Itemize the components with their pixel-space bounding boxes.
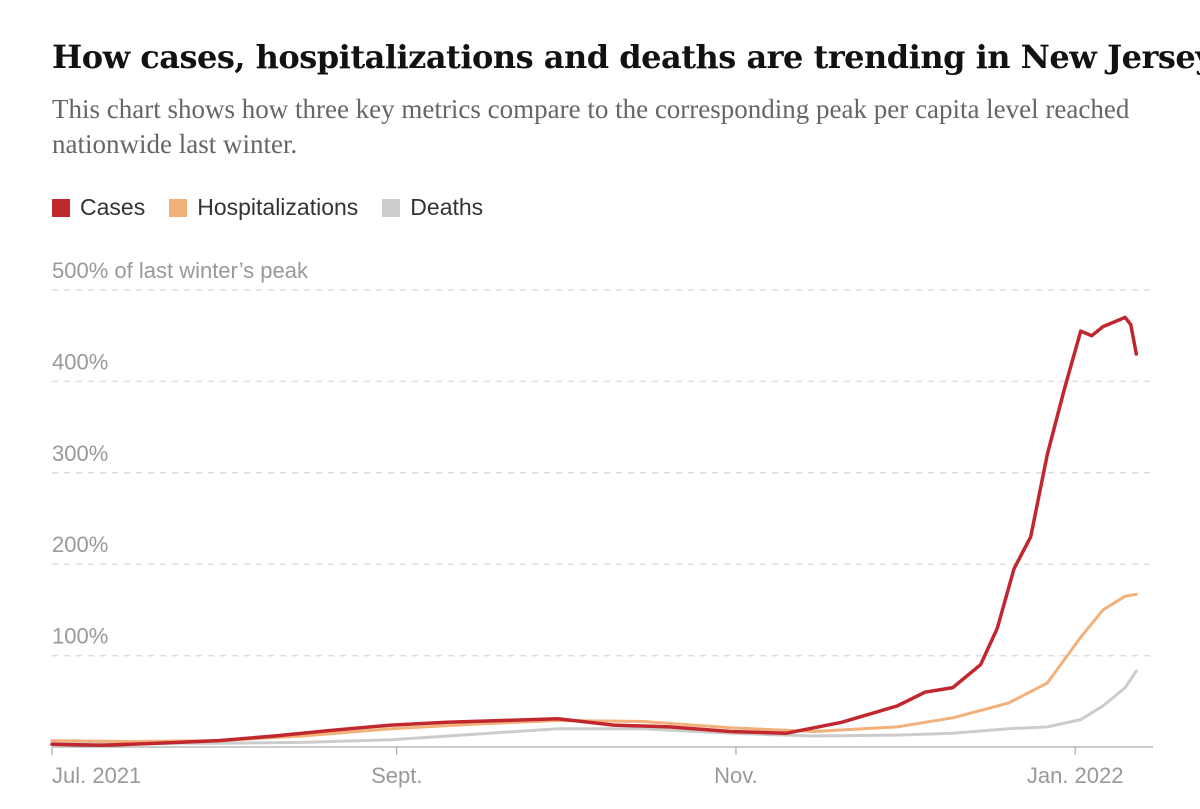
y-tick-label-200: 200% (52, 532, 108, 557)
legend: Cases Hospitalizations Deaths (52, 194, 507, 221)
y-tick-label-300: 300% (52, 441, 108, 466)
legend-label-cases: Cases (80, 194, 146, 220)
series-line-hospitalizations (50, 592, 1138, 743)
series-line-cases (50, 315, 1139, 747)
x-tick-label-3: Jan. 2022 (1027, 763, 1124, 788)
chart-title: How cases, hospitalizations and deaths a… (52, 38, 1200, 76)
legend-swatch-hospitalizations (169, 198, 188, 217)
legend-label-deaths: Deaths (410, 194, 484, 220)
x-tick-label-1: Sept. (371, 763, 422, 788)
y-tick-label-100: 100% (52, 624, 108, 649)
legend-swatch-cases (52, 198, 70, 217)
x-tick-label-2: Nov. (714, 763, 758, 788)
legend-item-cases: Cases (52, 194, 145, 221)
legend-item-hospitalizations: Hospitalizations (169, 194, 358, 221)
legend-item-deaths: Deaths (382, 194, 483, 221)
series-line-deaths (50, 669, 1138, 745)
chart-subtitle: This chart shows how three key metrics c… (52, 94, 1130, 159)
legend-swatch-deaths (382, 198, 401, 217)
y-tick-label-400: 400% (52, 349, 108, 374)
legend-label-hospitalizations: Hospitalizations (197, 194, 359, 220)
y-tick-label-500: 500% of last winter’s peak (52, 258, 309, 283)
x-tick-label-0: Jul. 2021 (52, 763, 141, 788)
